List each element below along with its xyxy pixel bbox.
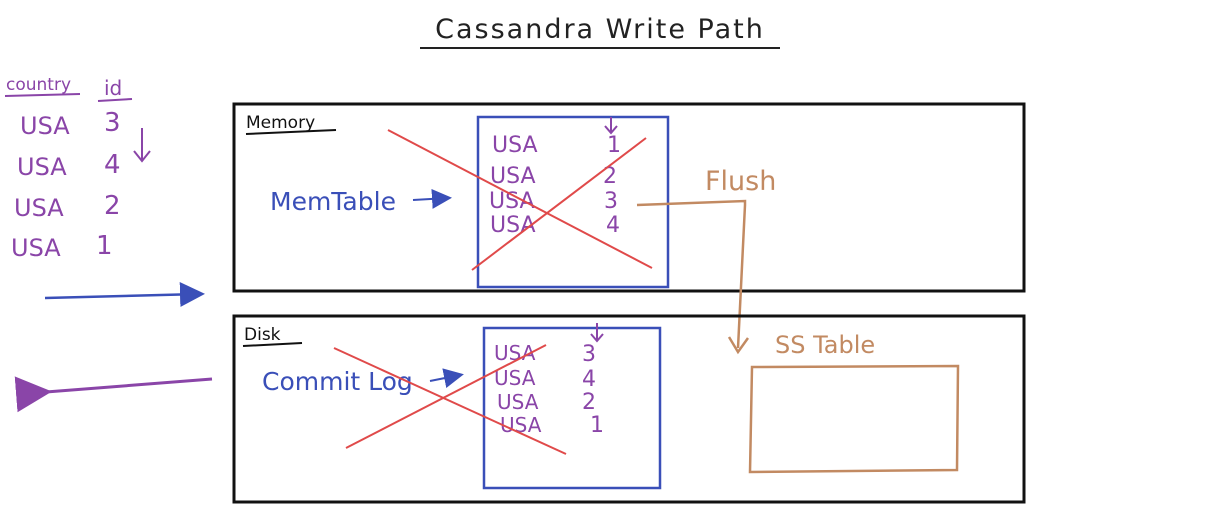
incoming-row-country: USA [20,112,70,140]
incoming-row-country: USA [11,234,61,262]
ack-arrow-icon [14,376,213,413]
commitlog-row-country: USA [497,390,539,414]
flush-label: Flush [705,166,776,197]
incoming-header-id: id [104,76,122,100]
memtable-sort-arrow-icon [604,117,618,135]
flush-arrow-icon [636,199,747,349]
write-in-arrow-icon [44,282,205,308]
memtable-row-id: 1 [607,133,621,158]
incoming-row-country: USA [14,194,64,222]
commitlog-row-id: 3 [582,342,596,367]
incoming-row-id: 4 [104,150,121,180]
sort-down-arrow-icon [133,128,151,163]
disk-region [232,314,1026,504]
memory-region [232,102,1026,293]
memtable-box [476,115,670,289]
memtable-row-country: USA [490,213,536,238]
memtable-row-country: USA [490,164,536,189]
commitlog-label: Commit Log [262,367,413,396]
commitlog-sort-arrow-icon [590,323,604,343]
incoming-row-country: USA [17,153,67,181]
incoming-header-underline [97,98,133,102]
memtable-row-id: 4 [606,213,620,238]
memtable-rows: USA 1 USA 2 USA 3 USA 4 [489,133,621,238]
memtable-label: MemTable [270,187,396,216]
diagram-title: Cassandra Write Path [435,14,765,45]
disk-label: Disk [244,325,281,345]
commitlog-row-id: 2 [582,390,596,415]
incoming-header-country: country [6,75,71,95]
incoming-row-id: 1 [96,231,113,261]
memtable-row-country: USA [489,189,535,214]
commitlog-box [482,326,662,490]
memtable-row-country: USA [492,133,538,158]
memtable-arrow-icon [412,188,452,209]
incoming-header-underline [4,93,81,97]
commitlog-row-id: 1 [590,413,604,438]
sstable-box [748,364,960,474]
memory-label-underline [245,129,337,135]
memtable-row-id: 3 [604,189,618,214]
memtable-row-id: 2 [603,164,617,189]
incoming-table: country id USA 3 USA 4 USA 2 USA 1 [4,75,151,262]
commitlog-row-id: 4 [582,367,596,392]
incoming-row-id: 3 [104,108,121,138]
memory-label: Memory [246,113,315,133]
sstable-label: SS Table [775,331,875,359]
commitlog-row-country: USA [494,366,536,390]
incoming-row-id: 2 [104,191,121,221]
memtable-cleared-cross [387,129,653,271]
commitlog-arrow-icon [429,368,464,388]
commitlog-cleared-cross [333,344,567,455]
commitlog-rows: USA 3 USA 4 USA 2 USA 1 [494,341,604,438]
disk-label-underline [242,342,303,347]
flush-arrowhead-icon [727,336,750,355]
